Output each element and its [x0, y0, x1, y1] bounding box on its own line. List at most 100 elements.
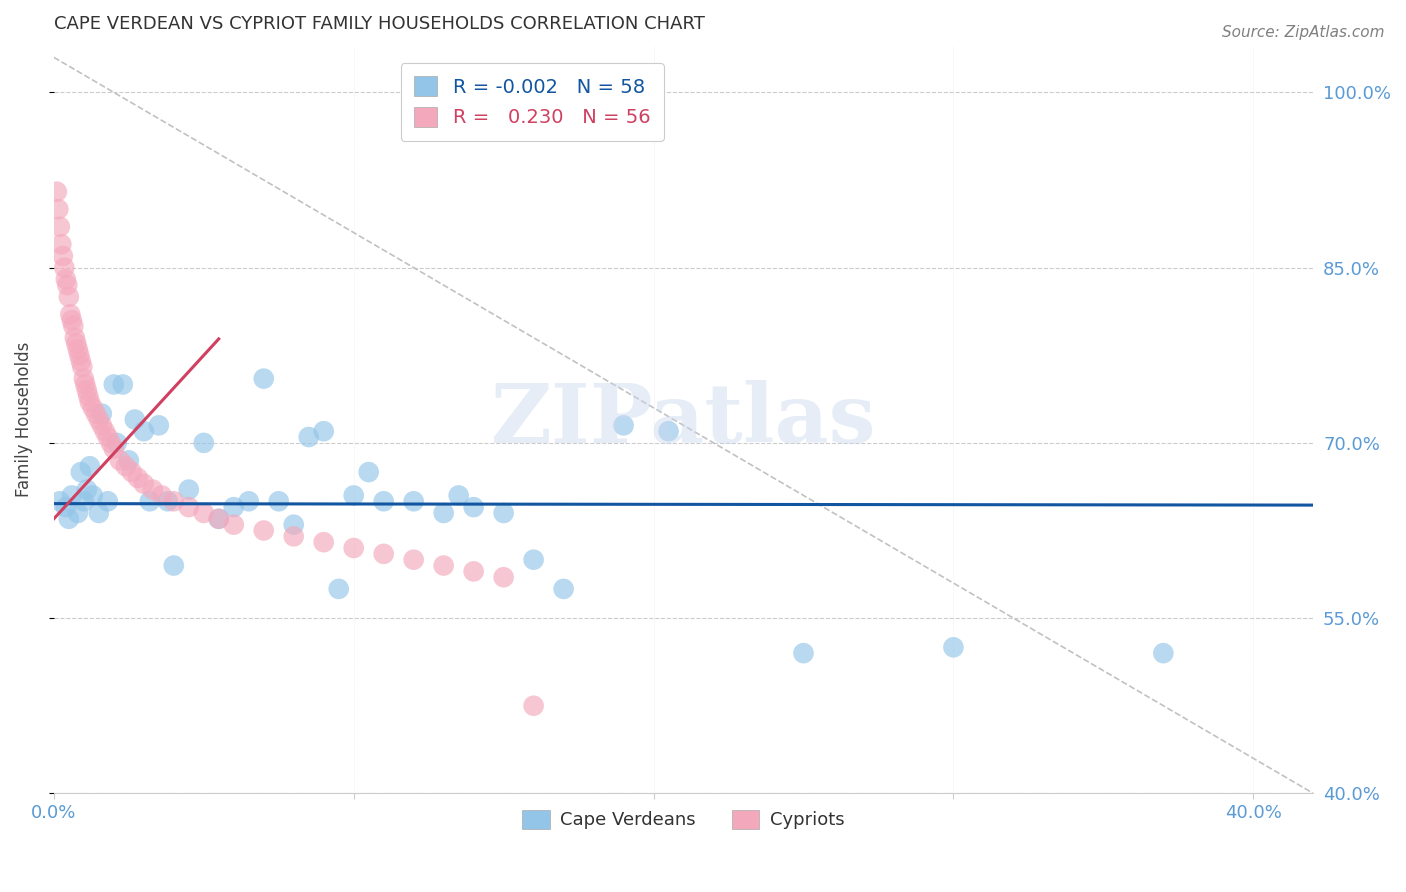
- Point: [72, 359, 94, 374]
- Point: [75, 377, 97, 392]
- Point: [222, 517, 245, 532]
- Point: [82, 401, 104, 415]
- Point: [73, 494, 96, 508]
- Point: [94, 424, 117, 438]
- Point: [63, 331, 86, 345]
- Point: [132, 476, 155, 491]
- Point: [121, 465, 143, 479]
- Point: [373, 547, 395, 561]
- Point: [253, 371, 276, 385]
- Point: [97, 430, 120, 444]
- Point: [51, 237, 73, 252]
- Point: [177, 500, 200, 515]
- Point: [87, 412, 110, 426]
- Point: [73, 371, 96, 385]
- Point: [59, 307, 82, 321]
- Text: Source: ZipAtlas.com: Source: ZipAtlas.com: [1222, 25, 1385, 40]
- Point: [58, 290, 80, 304]
- Point: [463, 500, 485, 515]
- Point: [76, 483, 98, 497]
- Point: [118, 453, 141, 467]
- Point: [156, 494, 179, 508]
- Point: [433, 558, 456, 573]
- Point: [177, 483, 200, 497]
- Text: ZIPatlas: ZIPatlas: [491, 379, 876, 459]
- Point: [56, 278, 79, 293]
- Point: [132, 424, 155, 438]
- Point: [108, 453, 131, 467]
- Point: [55, 272, 77, 286]
- Point: [208, 512, 231, 526]
- Y-axis label: Family Households: Family Households: [15, 342, 32, 497]
- Point: [77, 389, 100, 403]
- Point: [553, 582, 575, 596]
- Point: [312, 535, 335, 549]
- Point: [163, 558, 186, 573]
- Point: [433, 506, 456, 520]
- Point: [127, 471, 149, 485]
- Point: [103, 377, 125, 392]
- Point: [49, 494, 72, 508]
- Point: [55, 500, 77, 515]
- Point: [148, 418, 170, 433]
- Point: [103, 442, 125, 456]
- Point: [523, 552, 546, 566]
- Point: [53, 260, 76, 275]
- Point: [402, 494, 425, 508]
- Point: [463, 565, 485, 579]
- Point: [65, 336, 87, 351]
- Point: [49, 219, 72, 234]
- Point: [658, 424, 681, 438]
- Point: [328, 582, 350, 596]
- Point: [100, 435, 122, 450]
- Point: [163, 494, 186, 508]
- Point: [208, 512, 231, 526]
- Point: [90, 418, 112, 433]
- Point: [792, 646, 814, 660]
- Point: [1152, 646, 1174, 660]
- Legend: Cape Verdeans, Cypriots: Cape Verdeans, Cypriots: [515, 803, 852, 837]
- Point: [267, 494, 290, 508]
- Point: [283, 529, 305, 543]
- Point: [82, 488, 104, 502]
- Point: [45, 185, 67, 199]
- Point: [343, 541, 366, 555]
- Text: CAPE VERDEAN VS CYPRIOT FAMILY HOUSEHOLDS CORRELATION CHART: CAPE VERDEAN VS CYPRIOT FAMILY HOUSEHOLD…: [53, 15, 704, 33]
- Point: [139, 494, 162, 508]
- Point: [523, 698, 546, 713]
- Point: [79, 459, 101, 474]
- Point: [343, 488, 366, 502]
- Point: [66, 343, 89, 357]
- Point: [90, 407, 112, 421]
- Point: [613, 418, 636, 433]
- Point: [357, 465, 380, 479]
- Point: [67, 348, 90, 362]
- Point: [298, 430, 321, 444]
- Point: [373, 494, 395, 508]
- Point: [193, 506, 215, 520]
- Point: [447, 488, 470, 502]
- Point: [62, 319, 84, 334]
- Point: [69, 465, 91, 479]
- Point: [66, 506, 89, 520]
- Point: [84, 407, 107, 421]
- Point: [222, 500, 245, 515]
- Point: [60, 313, 83, 327]
- Point: [283, 517, 305, 532]
- Point: [46, 202, 69, 217]
- Point: [76, 384, 98, 398]
- Point: [79, 395, 101, 409]
- Point: [60, 488, 83, 502]
- Point: [142, 483, 165, 497]
- Point: [111, 377, 134, 392]
- Point: [150, 488, 173, 502]
- Point: [87, 506, 110, 520]
- Point: [69, 354, 91, 368]
- Point: [97, 494, 120, 508]
- Point: [492, 506, 515, 520]
- Point: [312, 424, 335, 438]
- Point: [492, 570, 515, 584]
- Point: [942, 640, 965, 655]
- Point: [402, 552, 425, 566]
- Point: [58, 512, 80, 526]
